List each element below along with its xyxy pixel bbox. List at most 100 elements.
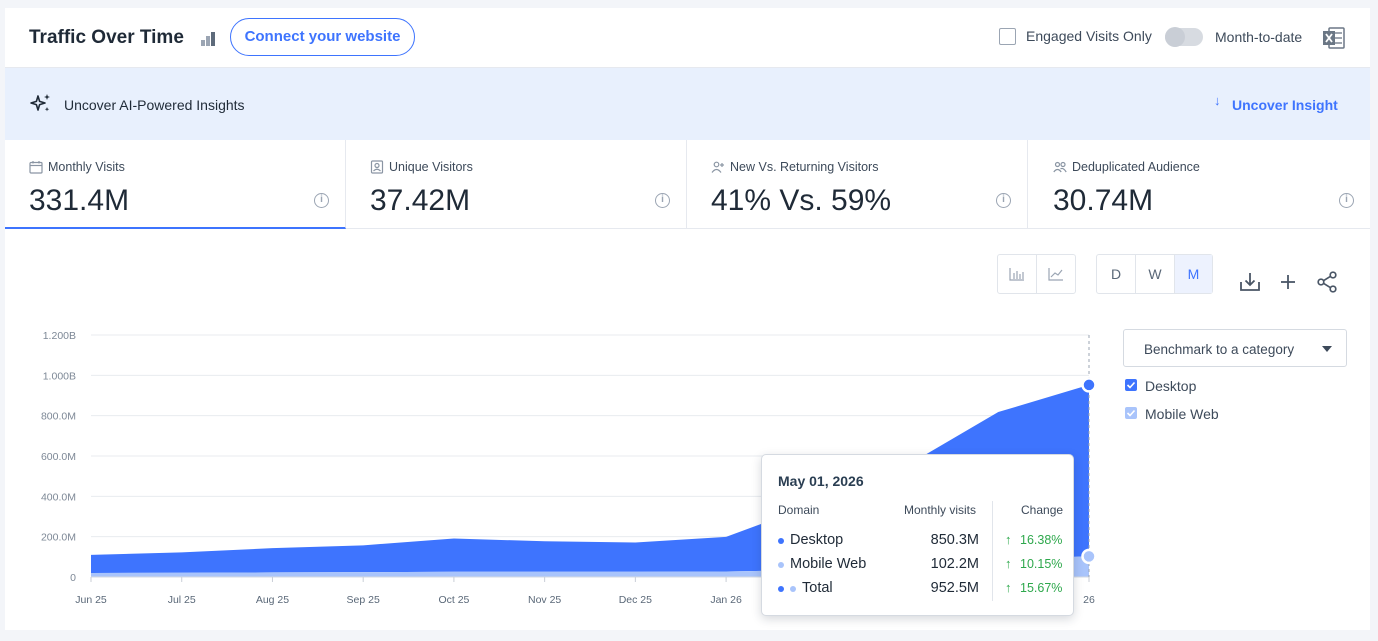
check-icon (1126, 381, 1136, 389)
metrics-row: Monthly Visits 331.4M i Unique Visitors … (5, 140, 1370, 229)
traffic-over-time-card: Traffic Over Time Connect your website E… (5, 8, 1370, 630)
add-user-icon (711, 161, 724, 173)
x-tick-label: 26 (1083, 594, 1095, 606)
x-tick-label: Aug 25 (256, 594, 289, 606)
series-dot (778, 562, 784, 568)
desktop-hover-point (1081, 377, 1097, 393)
tooltip-col-change: Change (1021, 503, 1064, 517)
granularity-month-button[interactable]: M (1175, 255, 1212, 293)
bar-chart-icon (201, 32, 215, 46)
x-tick-label: Jun 25 (75, 594, 107, 606)
share-icon[interactable] (1315, 270, 1339, 294)
tooltip-row-total: Total 952.5M ↑ 15.67% (762, 580, 1075, 600)
metric-tab-monthly-visits[interactable]: Monthly Visits 331.4M i (5, 140, 346, 229)
engaged-visits-label: Engaged Visits Only (1026, 28, 1152, 44)
x-tick-label: Sep 25 (347, 594, 380, 606)
y-tick-label: 400.0M (41, 491, 76, 503)
metric-label: Unique Visitors (389, 160, 473, 174)
metric-value: 41% Vs. 59% (711, 184, 892, 217)
users-icon (1053, 161, 1067, 173)
chart-type-toggle (997, 254, 1076, 294)
benchmark-label: Benchmark to a category (1144, 342, 1295, 357)
month-to-date-label: Month-to-date (1215, 29, 1303, 45)
metric-tab-unique-visitors[interactable]: Unique Visitors 37.42M i (346, 140, 687, 229)
series-dot (790, 586, 796, 592)
x-tick-label: Nov 25 (528, 594, 561, 606)
metric-label: Monthly Visits (48, 160, 125, 174)
info-icon[interactable]: i (314, 193, 329, 208)
metric-value: 37.42M (370, 184, 471, 217)
info-icon[interactable]: i (1339, 193, 1354, 208)
month-to-date-toggle[interactable] (1165, 27, 1203, 47)
uncover-insight-link[interactable]: Uncover Insight (1232, 97, 1338, 113)
series-dot (778, 586, 784, 592)
series-dot (778, 538, 784, 544)
x-tick-label: Jul 25 (168, 594, 196, 606)
y-tick-label: 0 (70, 572, 76, 584)
metric-label: Deduplicated Audience (1072, 160, 1200, 174)
legend-checkbox-desktop[interactable] (1125, 379, 1137, 391)
sparkles-icon (30, 94, 50, 112)
excel-export-icon[interactable] (1322, 26, 1346, 50)
legend-label: Desktop (1145, 378, 1197, 394)
benchmark-dropdown[interactable]: Benchmark to a category (1123, 329, 1347, 367)
metric-label: New Vs. Returning Visitors (730, 160, 879, 174)
bar-chart-view-button[interactable] (998, 255, 1037, 293)
granularity-day-button[interactable]: D (1097, 255, 1136, 293)
connect-website-button[interactable]: Connect your website (230, 18, 415, 56)
ai-insights-label: Uncover AI-Powered Insights (64, 97, 245, 113)
tooltip-date: May 01, 2026 (778, 473, 864, 489)
mobile-web-hover-point (1081, 548, 1097, 565)
metric-value: 331.4M (29, 184, 130, 217)
download-icon[interactable] (1238, 270, 1262, 294)
tooltip-row-change: 10.15% (1020, 557, 1063, 571)
line-chart-icon (1048, 268, 1063, 281)
person-card-icon (370, 160, 384, 174)
info-icon[interactable]: i (655, 193, 670, 208)
card-title: Traffic Over Time (29, 27, 184, 48)
engaged-visits-checkbox[interactable] (999, 28, 1016, 45)
tooltip-col-visits: Monthly visits (904, 503, 977, 517)
tooltip-row-desktop: Desktop 850.3M ↑ 16.38% (762, 532, 1075, 552)
tooltip-row-value: 850.3M (930, 532, 979, 548)
granularity-week-button[interactable]: W (1136, 255, 1175, 293)
y-tick-label: 1.000B (43, 370, 76, 382)
granularity-toggle: D W M (1096, 254, 1213, 294)
y-tick-label: 600.0M (41, 451, 76, 463)
metric-value: 30.74M (1053, 184, 1154, 217)
caret-down-icon (1322, 346, 1332, 352)
x-tick-label: Oct 25 (438, 594, 469, 606)
x-tick-label: Dec 25 (619, 594, 652, 606)
tooltip-row-change: 16.38% (1020, 533, 1063, 547)
y-tick-label: 200.0M (41, 532, 76, 544)
legend-checkbox-mobile-web[interactable] (1125, 407, 1137, 419)
add-icon[interactable] (1276, 270, 1300, 294)
y-tick-label: 1.200B (43, 330, 76, 342)
calendar-icon (29, 161, 43, 174)
arrow-up-icon: ↑ (1005, 556, 1012, 571)
column-chart-icon (1009, 268, 1024, 281)
arrow-down-icon: ↓ (1214, 93, 1221, 108)
toggle-knob (1165, 27, 1185, 47)
arrow-up-icon: ↑ (1005, 580, 1012, 595)
tooltip-col-domain: Domain (778, 503, 820, 517)
info-icon[interactable]: i (996, 193, 1011, 208)
x-tick-label: Jan 26 (710, 594, 742, 606)
y-tick-label: 800.0M (41, 411, 76, 423)
arrow-up-icon: ↑ (1005, 532, 1012, 547)
check-icon (1126, 409, 1136, 417)
metric-tab-new-vs-returning[interactable]: New Vs. Returning Visitors 41% Vs. 59% i (687, 140, 1028, 229)
metric-tab-deduplicated-audience[interactable]: Deduplicated Audience 30.74M i (1029, 140, 1370, 229)
card-header: Traffic Over Time Connect your website E… (5, 8, 1370, 68)
tooltip-row-change: 15.67% (1020, 581, 1063, 595)
tooltip-row-value: 952.5M (930, 580, 979, 596)
chart-tooltip: May 01, 2026 Domain Monthly visits Chang… (761, 454, 1074, 616)
ai-insights-bar: Uncover AI-Powered Insights ↓ Uncover In… (5, 68, 1370, 140)
tooltip-row-value: 102.2M (930, 556, 979, 572)
tooltip-divider (992, 501, 993, 601)
line-chart-view-button[interactable] (1037, 255, 1076, 293)
tooltip-row-name: Desktop (790, 532, 844, 548)
tooltip-row-mobile-web: Mobile Web 102.2M ↑ 10.15% (762, 556, 1075, 576)
legend-label: Mobile Web (1145, 406, 1219, 422)
tooltip-row-name: Total (802, 580, 833, 596)
